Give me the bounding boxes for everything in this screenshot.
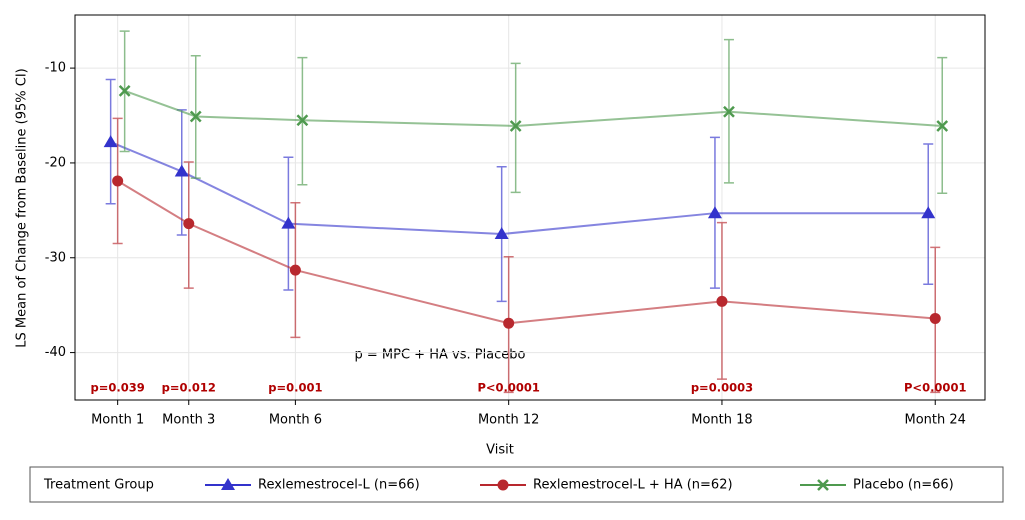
p-value: P<0.0001 bbox=[477, 381, 539, 395]
data-point bbox=[707, 206, 722, 219]
series-line bbox=[124, 89, 943, 127]
x-tick-label: Month 12 bbox=[478, 413, 539, 428]
error-bar bbox=[510, 62, 521, 194]
data-point bbox=[174, 164, 189, 177]
legend-marker bbox=[817, 479, 829, 491]
legend-box bbox=[29, 466, 1004, 503]
data-point bbox=[929, 312, 941, 324]
x-tick-label: Month 24 bbox=[905, 413, 966, 428]
legend-label: Rexlemestrocel-L + HA (n=62) bbox=[533, 478, 733, 493]
data-point bbox=[494, 227, 509, 240]
series-line bbox=[110, 141, 929, 236]
data-point bbox=[503, 317, 515, 329]
x-tick-label: Month 1 bbox=[91, 413, 144, 428]
y-tick-label: -40 bbox=[45, 345, 66, 360]
annotation: p = MPC + HA vs. Placebo bbox=[355, 348, 526, 363]
data-point bbox=[296, 114, 309, 127]
p-value: p=0.012 bbox=[162, 381, 216, 395]
data-point bbox=[112, 175, 124, 187]
x-tick-label: Month 6 bbox=[269, 413, 322, 428]
x-tick-label: Month 3 bbox=[162, 413, 215, 428]
legend-marker bbox=[497, 479, 509, 491]
data-point bbox=[103, 135, 118, 148]
data-point bbox=[189, 110, 202, 123]
p-value: P<0.0001 bbox=[904, 381, 966, 395]
y-tick-label: -30 bbox=[45, 250, 66, 265]
plot-frame bbox=[74, 14, 986, 401]
y-tick-label: -10 bbox=[45, 61, 66, 76]
data-point bbox=[509, 120, 522, 132]
data-point bbox=[118, 84, 131, 97]
data-point bbox=[921, 206, 936, 219]
data-point bbox=[281, 216, 296, 229]
legend-marker bbox=[221, 478, 235, 490]
y-axis-label: LS Mean of Change from Baseline (95% CI) bbox=[15, 68, 30, 347]
data-point bbox=[183, 218, 195, 230]
data-point bbox=[723, 105, 735, 118]
legend-label: Placebo (n=66) bbox=[853, 478, 954, 493]
legend-label: Rexlemestrocel-L (n=66) bbox=[258, 478, 420, 493]
y-tick-label: -20 bbox=[45, 155, 66, 170]
p-value: p=0.001 bbox=[268, 381, 322, 395]
x-tick-label: Month 18 bbox=[691, 413, 752, 428]
data-point bbox=[716, 295, 728, 307]
data-point bbox=[289, 264, 301, 276]
data-point bbox=[936, 120, 949, 132]
legend-title: Treatment Group bbox=[43, 478, 154, 493]
p-value: p=0.039 bbox=[91, 381, 145, 395]
x-axis-label: Visit bbox=[486, 443, 514, 458]
series-line bbox=[117, 180, 936, 325]
p-value: p=0.0003 bbox=[691, 381, 753, 395]
